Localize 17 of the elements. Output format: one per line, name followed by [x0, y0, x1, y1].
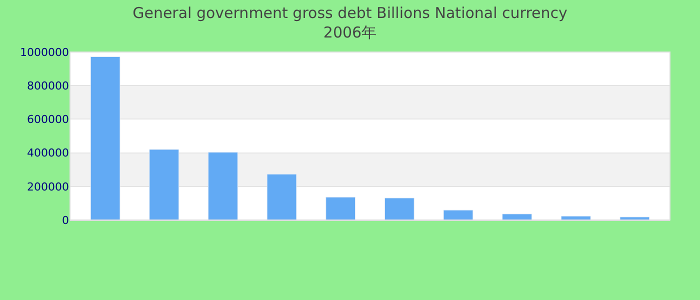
y-tick-label: 1000000: [20, 46, 69, 59]
y-tick-label: 600000: [27, 113, 69, 126]
bar: [266, 174, 297, 220]
bar: [384, 198, 414, 220]
y-tick-label: 200000: [27, 180, 69, 194]
bar: [90, 56, 120, 220]
y-tick-label: 800000: [27, 79, 69, 92]
bar: [502, 214, 532, 220]
bar: [620, 216, 650, 220]
chart-subtitle: 2006年: [323, 24, 377, 42]
bar: [326, 196, 356, 220]
chart-title: General government gross debt Billions National currency: [132, 4, 568, 22]
y-tick-label: 0: [62, 214, 69, 227]
bar: [443, 210, 474, 220]
bar: [149, 149, 180, 220]
bar: [208, 152, 238, 220]
y-tick-label: 400000: [27, 146, 69, 160]
